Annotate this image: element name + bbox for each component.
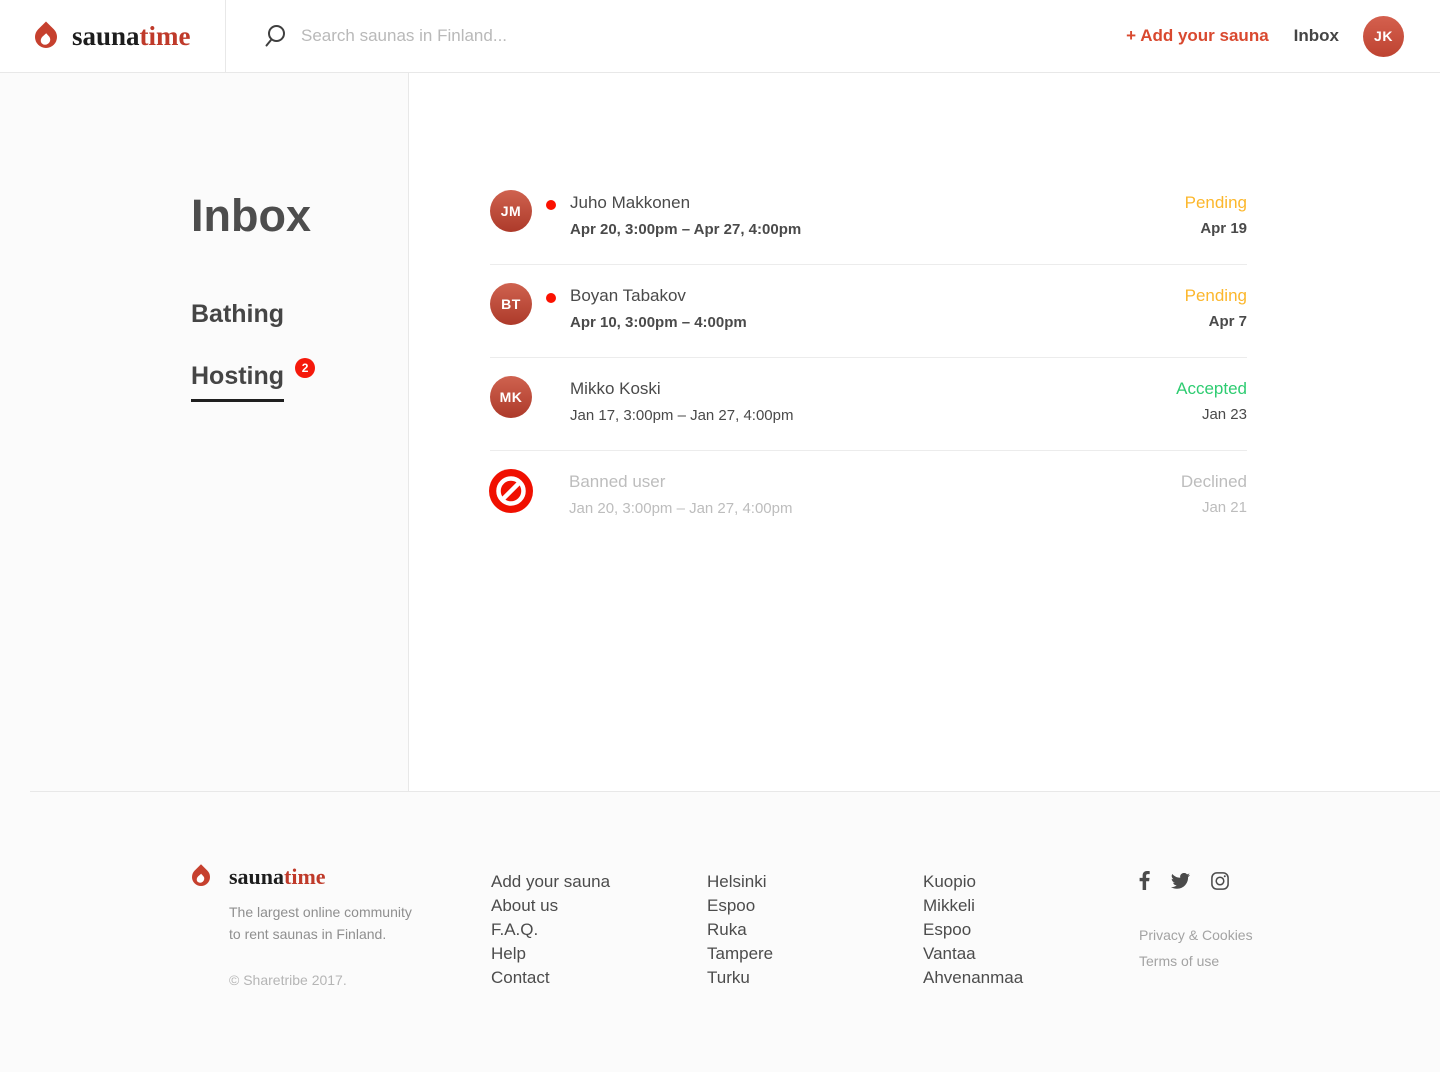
footer-city-link[interactable]: Ruka	[707, 920, 747, 939]
conversation-dates: Apr 10, 3:00pm – 4:00pm	[570, 314, 747, 331]
unread-dot-icon	[546, 293, 556, 303]
flame-icon	[188, 864, 214, 890]
conversation-info: Banned user Jan 20, 3:00pm – Jan 27, 4:0…	[569, 469, 1181, 516]
unread-indicator	[532, 190, 570, 210]
footer-city-link[interactable]: Vantaa	[923, 944, 976, 963]
footer-city-link[interactable]: Espoo	[923, 920, 972, 939]
conversation-row[interactable]: MK Mikko Koski Jan 17, 3:00pm – Jan 27, …	[490, 358, 1247, 451]
brand-wordmark: saunatime	[72, 20, 191, 51]
footer-legal: Privacy & Cookies Terms of use	[1139, 928, 1253, 968]
tab-hosting-label: Hosting	[191, 364, 285, 402]
footer-link[interactable]: About us	[491, 896, 559, 915]
top-nav: saunatime + Add your sauna Inbox JK	[0, 0, 1440, 73]
unread-dot-icon	[546, 200, 556, 210]
flame-icon	[30, 20, 62, 53]
facebook-icon[interactable]	[1139, 871, 1150, 890]
status-date: Apr 19	[1200, 220, 1247, 237]
footer-social-legal: Privacy & Cookies Terms of use	[1139, 865, 1253, 980]
footer-city-link[interactable]: Kuopio	[923, 872, 976, 891]
page-footer: saunatime The largest online community t…	[0, 791, 1440, 1072]
footer-wordmark: saunatime	[229, 863, 326, 889]
footer-link[interactable]: Contact	[491, 968, 550, 987]
conversation-name: Boyan Tabakov	[570, 286, 686, 305]
footer-city-link[interactable]: Turku	[707, 968, 750, 987]
conversation-dates: Jan 17, 3:00pm – Jan 27, 4:00pm	[570, 407, 794, 424]
header-actions: + Add your sauna Inbox JK	[1126, 0, 1440, 72]
conversation-status: Pending Apr 7	[1185, 283, 1247, 329]
footer-link[interactable]: Add your sauna	[491, 872, 611, 891]
footer-city-link[interactable]: Helsinki	[707, 872, 767, 891]
search-input[interactable]	[301, 26, 921, 46]
status-date: Apr 7	[1208, 313, 1247, 330]
search-bar	[226, 0, 1126, 72]
conversation-list: JM Juho Makkonen Apr 20, 3:00pm – Apr 27…	[489, 190, 1247, 543]
conversation-status: Declined Jan 21	[1181, 469, 1247, 515]
conversation-row[interactable]: Banned user Jan 20, 3:00pm – Jan 27, 4:0…	[489, 451, 1247, 543]
tab-bathing[interactable]: Bathing	[191, 302, 408, 327]
footer-logo[interactable]: saunatime	[188, 863, 491, 890]
content-area: Inbox Bathing Hosting 2 JM Juho Makkonen …	[0, 73, 1440, 791]
conversation-dates: Apr 20, 3:00pm – Apr 27, 4:00pm	[570, 221, 802, 238]
user-avatar[interactable]: JK	[1363, 15, 1404, 57]
conversation-info: Boyan Tabakov Apr 10, 3:00pm – 4:00pm	[570, 283, 1185, 330]
unread-count-badge: 2	[295, 358, 316, 378]
footer-link[interactable]: Help	[491, 944, 526, 963]
conversation-name: Mikko Koski	[570, 379, 661, 398]
footer-tagline: The largest online community to rent sau…	[229, 904, 412, 943]
avatar: BT	[490, 283, 532, 325]
footer-city-link[interactable]: Ahvenanmaa	[923, 968, 1024, 987]
banned-user-icon	[489, 469, 533, 513]
conversation-row[interactable]: JM Juho Makkonen Apr 20, 3:00pm – Apr 27…	[490, 190, 1247, 265]
footer-city-link[interactable]: Espoo	[707, 896, 756, 915]
terms-of-use-link[interactable]: Terms of use	[1139, 953, 1220, 969]
status-date: Jan 23	[1201, 406, 1247, 423]
status-label: Pending	[1184, 286, 1247, 305]
status-label: Pending	[1184, 193, 1247, 212]
instagram-icon[interactable]	[1211, 871, 1229, 890]
privacy-cookies-link[interactable]: Privacy & Cookies	[1139, 927, 1253, 943]
conversation-dates: Jan 20, 3:00pm – Jan 27, 4:00pm	[569, 500, 793, 517]
inbox-tabs: Bathing Hosting 2	[191, 302, 408, 402]
avatar: JM	[490, 190, 532, 232]
social-icons	[1139, 871, 1253, 890]
conversation-name: Banned user	[569, 472, 666, 491]
conversation-info: Juho Makkonen Apr 20, 3:00pm – Apr 27, 4…	[570, 190, 1185, 237]
status-label: Accepted	[1176, 379, 1247, 398]
tab-hosting[interactable]: Hosting 2	[191, 358, 408, 402]
footer-links-column: Add your sauna About us F.A.Q. Help Cont…	[491, 865, 707, 990]
footer-cities-column-1: Helsinki Espoo Ruka Tampere Turku	[707, 865, 923, 990]
footer-link[interactable]: F.A.Q.	[491, 920, 539, 939]
footer-city-link[interactable]: Mikkeli	[923, 896, 975, 915]
footer-city-link[interactable]: Tampere	[707, 944, 774, 963]
conversation-info: Mikko Koski Jan 17, 3:00pm – Jan 27, 4:0…	[570, 376, 1176, 423]
status-date: Jan 21	[1201, 499, 1247, 516]
conversation-name: Juho Makkonen	[570, 193, 691, 212]
footer-copyright: © Sharetribe 2017.	[229, 971, 347, 988]
tab-bathing-label: Bathing	[191, 300, 285, 328]
search-icon	[265, 24, 285, 46]
add-your-sauna-link[interactable]: + Add your sauna	[1126, 26, 1269, 45]
conversation-status: Pending Apr 19	[1185, 190, 1247, 236]
footer-brand: saunatime The largest online community t…	[188, 863, 491, 988]
footer-cities-column-2: Kuopio Mikkeli Espoo Vantaa Ahvenanmaa	[923, 865, 1139, 990]
inbox-main: JM Juho Makkonen Apr 20, 3:00pm – Apr 27…	[409, 73, 1440, 791]
twitter-icon[interactable]	[1171, 872, 1190, 889]
brand-logo[interactable]: saunatime	[0, 0, 226, 72]
page-title: Inbox	[191, 190, 311, 241]
status-label: Declined	[1180, 472, 1247, 491]
conversation-row[interactable]: BT Boyan Tabakov Apr 10, 3:00pm – 4:00pm…	[490, 265, 1247, 358]
inbox-nav-link[interactable]: Inbox	[1293, 26, 1339, 45]
unread-indicator	[532, 283, 570, 303]
inbox-sidebar: Inbox Bathing Hosting 2	[0, 73, 409, 791]
conversation-status: Accepted Jan 23	[1176, 376, 1247, 422]
avatar: MK	[490, 376, 532, 418]
